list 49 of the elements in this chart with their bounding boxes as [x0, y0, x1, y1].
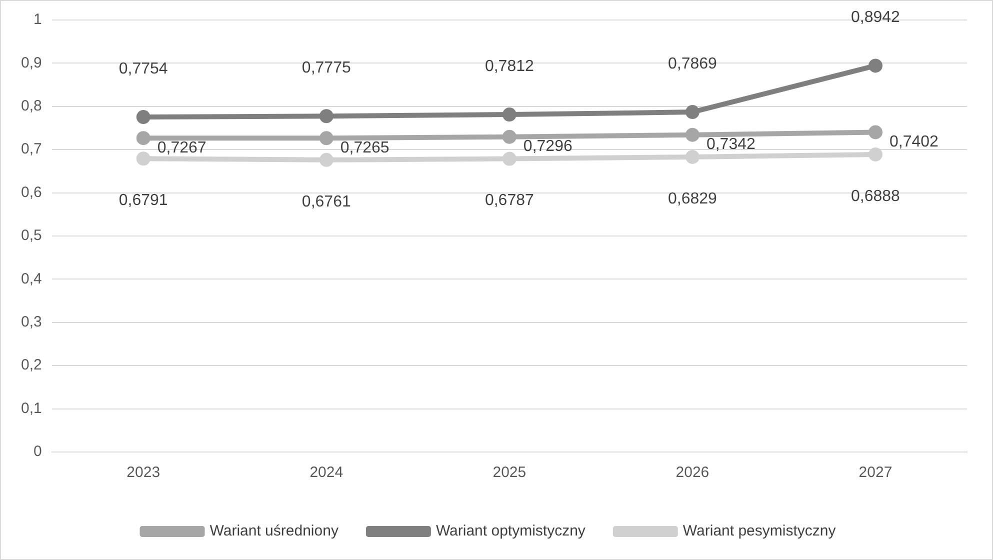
point — [319, 109, 334, 124]
data-label: 0,7296 — [523, 138, 572, 156]
legend-label: Wariant uśredniony — [210, 522, 339, 540]
y-tick-label: 0,8 — [20, 98, 42, 115]
y-tick-label: 0,9 — [20, 54, 42, 72]
data-label: 0,7869 — [668, 55, 718, 72]
point — [136, 110, 150, 124]
y-tick-label: 1 — [34, 11, 42, 28]
data-label: 0,7342 — [706, 136, 756, 154]
point — [136, 152, 150, 166]
point — [502, 108, 516, 122]
point — [319, 131, 334, 146]
data-label: 0,8942 — [851, 9, 900, 26]
y-tick-label: 0,1 — [20, 400, 42, 417]
point — [319, 152, 334, 167]
data-label: 0,6787 — [484, 192, 534, 210]
data-label: 0,7775 — [302, 60, 351, 77]
data-label: 0,6791 — [118, 192, 168, 210]
point — [868, 58, 882, 73]
point — [685, 128, 700, 142]
y-tick-label: 0,4 — [20, 270, 42, 288]
point — [868, 125, 882, 140]
data-label: 0,6761 — [302, 193, 351, 210]
legend-label: Wariant pesymistyczny — [682, 522, 836, 540]
data-label: 0,7754 — [118, 60, 168, 78]
y-tick-label: 0 — [34, 443, 42, 460]
data-label: 0,6888 — [851, 188, 900, 205]
y-tick-label: 0,6 — [20, 184, 42, 201]
point — [502, 130, 516, 144]
x-tick-label: 2026 — [676, 464, 710, 482]
y-tick-label: 0,7 — [20, 140, 42, 158]
point — [502, 152, 516, 166]
x-tick-label: 2024 — [310, 464, 344, 482]
point — [685, 150, 700, 164]
point — [868, 147, 882, 162]
legend-label: Wariant optymistyczny — [436, 522, 586, 540]
point — [136, 131, 150, 146]
data-label: 0,7402 — [889, 134, 939, 151]
y-tick-label: 0,3 — [20, 314, 42, 331]
point — [685, 105, 700, 120]
data-label: 0,7267 — [157, 139, 206, 156]
x-tick-label: 2023 — [126, 464, 160, 482]
data-label: 0,7265 — [340, 140, 390, 157]
x-tick-label: 2025 — [492, 464, 526, 482]
data-label: 0,6829 — [668, 190, 718, 208]
y-tick-label: 0,2 — [20, 356, 42, 374]
y-tick-label: 0,5 — [20, 227, 42, 244]
x-tick-label: 2027 — [858, 464, 892, 482]
data-label: 0,7812 — [484, 58, 534, 75]
